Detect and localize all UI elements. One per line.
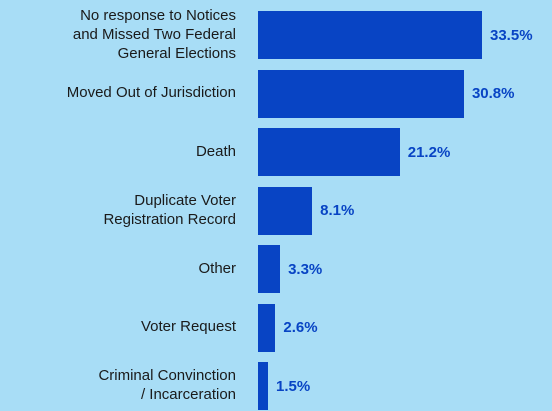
- bar: [258, 245, 281, 293]
- bar: [258, 69, 464, 118]
- bar: [258, 303, 276, 352]
- value-label: 21.2%: [407, 143, 451, 161]
- category-label: Voter Request: [0, 317, 236, 336]
- category-label: Duplicate Voter Registration Record: [0, 191, 236, 229]
- value-label: 8.1%: [320, 202, 355, 219]
- bar: [258, 186, 313, 235]
- category-label-line: Moved Out of Jurisdiction: [66, 84, 236, 101]
- category-label-line: and Missed Two Federal: [72, 25, 236, 43]
- category-label-line: General Elections: [117, 44, 236, 62]
- value-label: 30.8%: [471, 85, 515, 102]
- category-label-line: No response to Notices: [80, 6, 236, 24]
- category-label-line: Voter Request: [140, 318, 236, 335]
- category-label-line: Registration Record: [103, 210, 236, 228]
- category-label: Moved Out of Jurisdiction: [0, 83, 236, 102]
- value-label: 1.5%: [276, 377, 311, 395]
- category-label: Death: [0, 142, 236, 161]
- bar: [258, 362, 269, 410]
- category-label: Criminal Convinction / Incarceration: [0, 366, 236, 404]
- bar: [258, 128, 400, 176]
- bar: [258, 11, 482, 59]
- category-label: Other: [0, 259, 236, 278]
- value-label: 33.5%: [490, 26, 533, 44]
- category-label: No response to Notices and Missed Two Fed…: [0, 6, 236, 63]
- category-label-line: Other: [198, 259, 236, 277]
- category-label-line: Criminal Convinction: [98, 367, 236, 384]
- category-label-line: Death: [195, 142, 236, 160]
- category-label-line: Duplicate Voter: [134, 191, 236, 209]
- value-label: 2.6%: [283, 319, 318, 336]
- category-label-line: / Incarceration: [140, 386, 236, 403]
- value-label: 3.3%: [288, 260, 323, 278]
